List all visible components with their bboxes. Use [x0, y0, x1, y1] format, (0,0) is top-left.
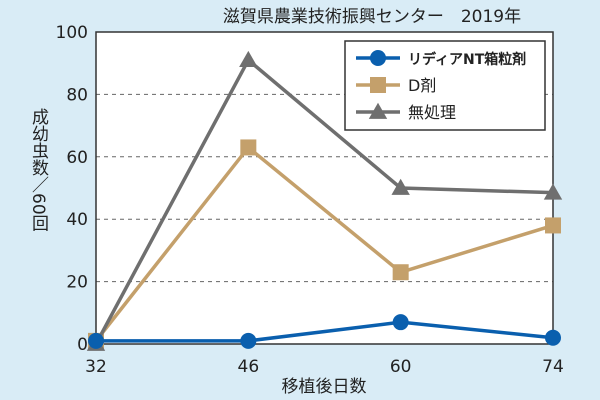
- legend-marker: [368, 102, 388, 119]
- y-tick-label: 0: [77, 335, 88, 355]
- x-axis-label: 移植後日数: [282, 377, 367, 397]
- legend-label: 無処理: [408, 103, 456, 122]
- data-point: [88, 332, 104, 349]
- series-line: [94, 144, 554, 342]
- data-point: [240, 139, 257, 156]
- y-tick-labels: 0 20 40 60 80 100: [56, 23, 88, 355]
- legend-marker: [370, 50, 386, 66]
- y-tick-label: 80: [66, 85, 88, 105]
- data-point: [545, 217, 561, 234]
- x-tick-labels: 32 46 60 74: [85, 357, 564, 377]
- x-tick-label: 46: [238, 357, 260, 377]
- data-point: [392, 264, 409, 281]
- y-tick-label: 60: [66, 148, 88, 168]
- x-tick-label: 74: [542, 357, 564, 377]
- legend-label: D剤: [408, 76, 436, 95]
- data-point: [543, 183, 563, 200]
- x-tick-label: 60: [390, 357, 412, 377]
- legend-marker: [370, 77, 386, 93]
- x-tick-label: 32: [85, 357, 107, 377]
- y-axis-label: 成幼虫数／60回: [28, 108, 49, 232]
- data-point: [240, 332, 257, 349]
- data-point: [392, 314, 409, 331]
- data-point: [239, 50, 258, 67]
- series-line: [94, 57, 554, 345]
- y-tick-label: 20: [66, 273, 88, 293]
- data-point: [391, 178, 410, 195]
- y-tick-label: 100: [56, 23, 88, 43]
- legend-label: リディアNT箱粒剤: [408, 51, 526, 68]
- y-tick-label: 40: [66, 210, 88, 230]
- data-point: [545, 329, 561, 346]
- series-line: [96, 320, 554, 343]
- chart-title: 滋賀県農業技術振興センター 2019年: [223, 7, 521, 27]
- series-layer: [86, 50, 563, 351]
